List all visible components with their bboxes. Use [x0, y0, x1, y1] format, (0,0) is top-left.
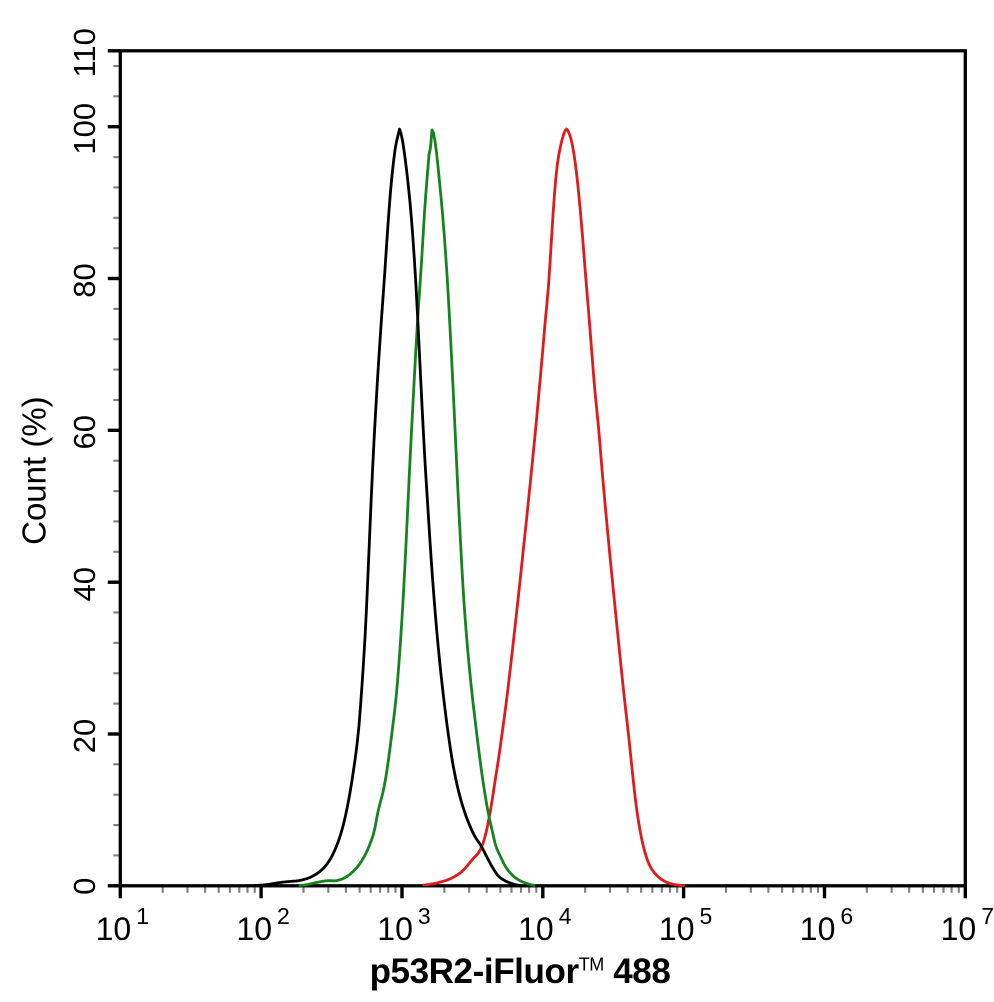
svg-text:110: 110 — [67, 28, 102, 77]
svg-text:0: 0 — [67, 878, 102, 895]
svg-text:104: 10 4 — [518, 903, 572, 947]
svg-text:60: 60 — [67, 415, 102, 449]
svg-text:p53R2-iFluorTM 488: p53R2-iFluorTM 488 — [370, 952, 671, 991]
svg-text:Count (%): Count (%) — [16, 396, 53, 545]
svg-text:40: 40 — [67, 567, 102, 601]
svg-text:20: 20 — [67, 719, 102, 753]
svg-text:80: 80 — [67, 263, 102, 297]
svg-text:100: 100 — [67, 103, 102, 155]
